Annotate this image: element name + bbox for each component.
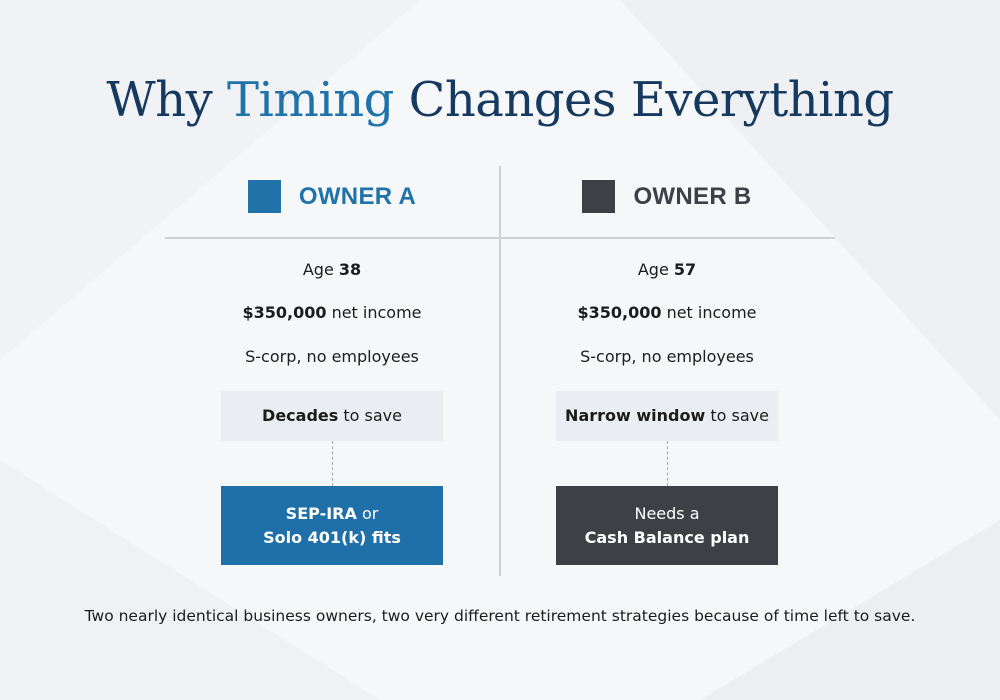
title-accent-word: Timing: [226, 72, 394, 128]
owner-a-entity: S-corp, no employees: [245, 347, 419, 366]
owner-b-connector: [667, 441, 668, 486]
owner-b-swatch: [582, 180, 616, 213]
owner-a-age: Age 38: [302, 260, 362, 279]
header-divider: [165, 237, 835, 239]
owner-a-swatch: [247, 180, 281, 213]
owner-b-age: Age 57: [637, 260, 697, 279]
owner-b-window-box: Narrow window to save: [556, 391, 778, 441]
owner-a-connector: [332, 441, 333, 486]
owner-b-label: OWNER B: [633, 182, 752, 210]
owner-a-label: OWNER A: [298, 182, 417, 210]
owner-a-header: OWNER A: [166, 180, 498, 213]
owner-a-income: $350,000 net income: [242, 303, 422, 322]
owner-b-plan-box: Needs a Cash Balance plan: [556, 486, 778, 565]
owner-a-plan-box: SEP-IRA or Solo 401(k) fits: [221, 486, 443, 565]
owner-b-entity: S-corp, no employees: [580, 347, 754, 366]
owner-b-income: $350,000 net income: [577, 303, 757, 322]
owner-b-header: OWNER B: [501, 180, 833, 213]
caption: Two nearly identical business owners, tw…: [84, 607, 916, 625]
owner-a-window-box: Decades to save: [221, 391, 443, 441]
column-divider: [499, 166, 501, 576]
page-title: Why Timing Changes Everything: [106, 72, 894, 128]
